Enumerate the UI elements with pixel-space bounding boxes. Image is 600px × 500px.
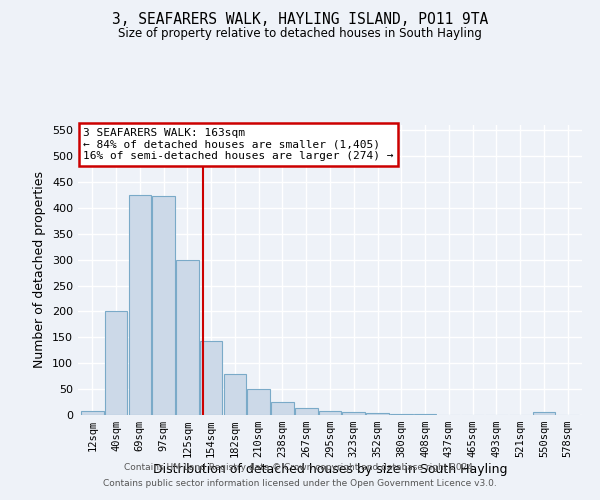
Text: 3, SEAFARERS WALK, HAYLING ISLAND, PO11 9TA: 3, SEAFARERS WALK, HAYLING ISLAND, PO11 … xyxy=(112,12,488,28)
Bar xyxy=(176,260,199,415)
Bar xyxy=(152,196,175,415)
Bar xyxy=(271,402,294,415)
Bar xyxy=(128,195,151,415)
Bar xyxy=(200,341,223,415)
Bar xyxy=(366,414,389,415)
Bar xyxy=(295,408,317,415)
Text: Size of property relative to detached houses in South Hayling: Size of property relative to detached ho… xyxy=(118,28,482,40)
Bar xyxy=(319,411,341,415)
Bar xyxy=(81,411,104,415)
Text: Contains public sector information licensed under the Open Government Licence v3: Contains public sector information licen… xyxy=(103,478,497,488)
Bar xyxy=(247,389,270,415)
Bar xyxy=(105,312,127,415)
Bar xyxy=(224,374,246,415)
Bar xyxy=(533,412,555,415)
Text: 3 SEAFARERS WALK: 163sqm
← 84% of detached houses are smaller (1,405)
16% of sem: 3 SEAFARERS WALK: 163sqm ← 84% of detach… xyxy=(83,128,394,161)
Bar xyxy=(343,412,365,415)
X-axis label: Distribution of detached houses by size in South Hayling: Distribution of detached houses by size … xyxy=(153,463,507,476)
Text: Contains HM Land Registry data © Crown copyright and database right 2024.: Contains HM Land Registry data © Crown c… xyxy=(124,464,476,472)
Y-axis label: Number of detached properties: Number of detached properties xyxy=(34,172,46,368)
Bar xyxy=(414,414,436,415)
Bar xyxy=(390,414,413,415)
